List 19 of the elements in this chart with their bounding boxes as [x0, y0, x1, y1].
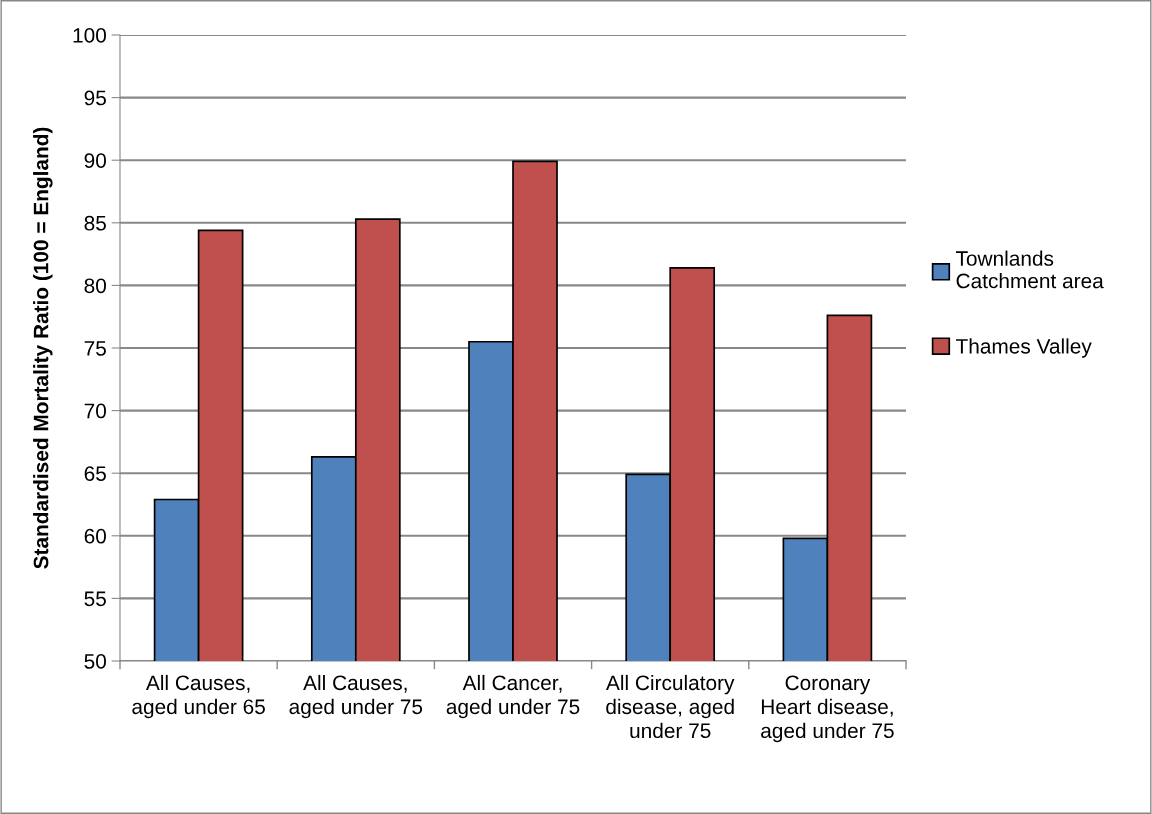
x-tick-label: All Cancer, aged under 75 — [446, 674, 580, 719]
y-tick-label: 75 — [84, 341, 106, 356]
y-tick-label: 80 — [84, 278, 106, 294]
legend-label: Thames Valley — [956, 338, 1092, 358]
x-tick-label: Coronary Heart disease, aged under 75 — [761, 675, 894, 743]
y-tick-label: 85 — [84, 215, 106, 231]
x-tick-label: All Causes, aged under 65 — [132, 674, 265, 719]
y-axis-title: Standardised Mortality Ratio (100 = England) — [33, 127, 53, 569]
y-tick-label: 95 — [84, 90, 106, 106]
y-tick-label: 65 — [84, 466, 106, 481]
x-tick-label: All Causes, aged under 75 — [289, 674, 423, 719]
y-tick-label: 55 — [84, 591, 106, 607]
y-tick-label: 90 — [84, 153, 106, 168]
y-tick-label: 70 — [84, 403, 106, 419]
y-tick-label: 50 — [84, 654, 106, 669]
legend-label: Townlands Catchment area — [956, 250, 1104, 289]
y-tick-label: 100 — [73, 28, 106, 43]
y-tick-label: 60 — [84, 528, 106, 544]
x-tick-label: All Circulatory disease, aged under 75 — [605, 674, 735, 739]
